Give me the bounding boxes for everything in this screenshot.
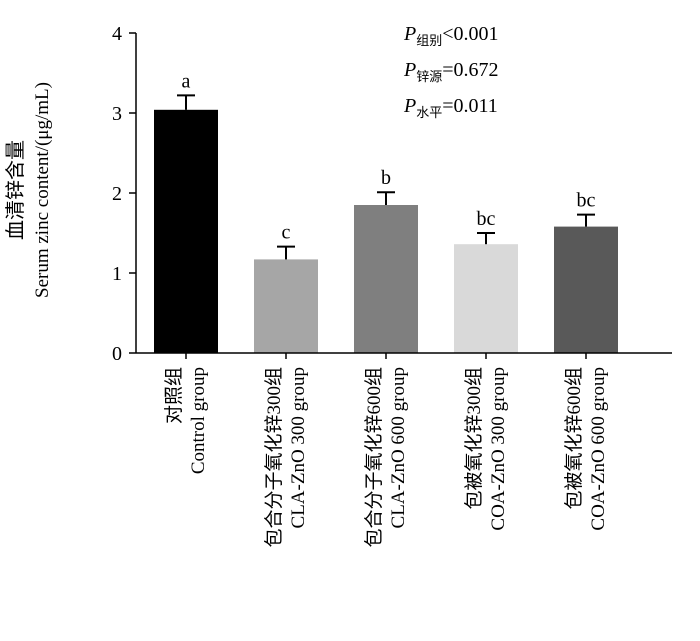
bars: a c b bc bc	[154, 70, 618, 359]
significance-letter: bc	[577, 190, 596, 212]
x-tick-label-en: CLA-ZnO 300 group	[288, 367, 309, 528]
y-tick-label: 3	[112, 103, 122, 125]
y-axis-label-cn: 血清锌含量	[4, 140, 27, 240]
x-tick-label-cn: 包合分子氧化锌600组	[363, 367, 385, 548]
x-tick-label: 对照组 Control group	[163, 367, 209, 474]
y-axis-title: 血清锌含量 Serum zinc content/(μg/mL)	[4, 82, 53, 298]
bar	[454, 244, 518, 353]
x-tick-label: 包被氧化锌600组 COA-ZnO 600 group	[563, 367, 609, 531]
y-axis-ticks: 0 1 2 3 4	[112, 23, 136, 365]
p-value-label: P水平=0.011	[403, 95, 498, 120]
p-value-label: P组别<0.001	[403, 23, 499, 48]
bar	[354, 205, 418, 353]
y-axis-label-en: Serum zinc content/(μg/mL)	[32, 82, 53, 298]
x-tick-label-en: Control group	[188, 367, 209, 474]
significance-letter: bc	[477, 208, 496, 230]
y-tick-label: 4	[112, 23, 122, 45]
x-tick-label: 包被氧化锌300组 COA-ZnO 300 group	[463, 367, 509, 531]
x-tick-label-cn: 包被氧化锌600组	[563, 367, 585, 510]
x-tick-label-en: COA-ZnO 600 group	[588, 367, 609, 531]
x-tick-label: 包合分子氧化锌600组 CLA-ZnO 600 group	[363, 367, 409, 548]
significance-letter: a	[182, 70, 191, 92]
statistics-annotation: P组别<0.001 P锌源=0.672 P水平=0.011	[403, 23, 499, 120]
x-tick-label: 包合分子氧化锌300组 CLA-ZnO 300 group	[263, 367, 309, 548]
x-tick-label-en: CLA-ZnO 600 group	[388, 367, 409, 528]
y-tick-label: 0	[112, 343, 122, 365]
x-tick-label-cn: 对照组	[163, 367, 185, 424]
y-tick-label: 2	[112, 183, 122, 205]
bar	[554, 226, 618, 353]
bar	[154, 109, 218, 353]
significance-letter: b	[381, 167, 391, 189]
bar	[254, 259, 318, 353]
x-axis-labels: 对照组 Control group 包合分子氧化锌300组 CLA-ZnO 300 g…	[163, 367, 609, 548]
x-tick-label-en: COA-ZnO 300 group	[488, 367, 509, 531]
x-tick-label-cn: 包被氧化锌300组	[463, 367, 485, 510]
x-tick-label-cn: 包合分子氧化锌300组	[263, 367, 285, 548]
p-value-label: P锌源=0.672	[403, 59, 499, 84]
y-tick-label: 1	[112, 263, 122, 285]
significance-letter: c	[282, 222, 291, 244]
axes	[135, 33, 672, 354]
